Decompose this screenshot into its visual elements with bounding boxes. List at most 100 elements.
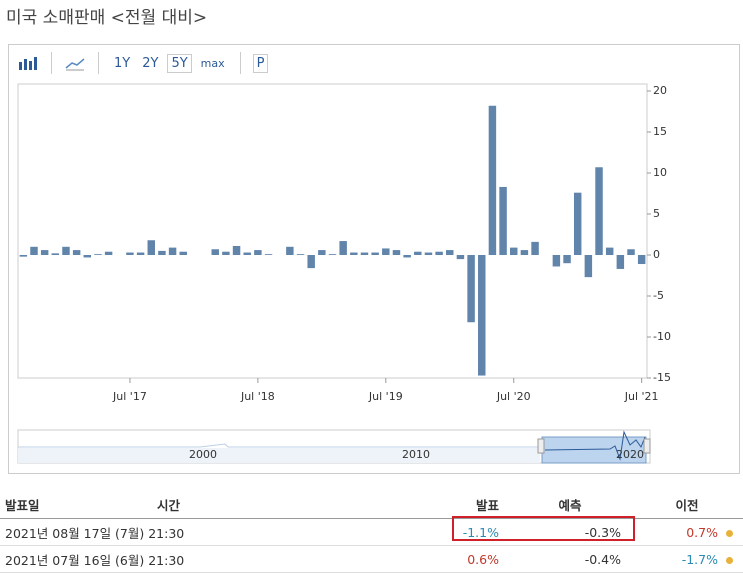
y-tick-label: 20: [653, 84, 667, 97]
time: 21:30: [148, 552, 185, 568]
bar: [584, 255, 593, 278]
table-header: 발표일 시간 발표 예측 이전: [0, 490, 743, 519]
bar: [62, 246, 70, 255]
header-cell: 시간: [156, 490, 298, 519]
separator: [239, 52, 241, 74]
x-tick-label: Jul '20: [496, 390, 531, 403]
bar: [147, 240, 155, 255]
x-tick-label: Jul '17: [112, 390, 147, 403]
navigator-line: [18, 443, 540, 448]
x-tick-label: Jul '18: [240, 390, 275, 403]
dot: [726, 529, 733, 537]
bar: [360, 252, 369, 255]
bar: [286, 246, 294, 255]
bar: [350, 252, 358, 255]
bar: [179, 251, 187, 255]
bar: [30, 246, 38, 255]
bar: [158, 250, 166, 255]
navigator-area: [18, 448, 540, 463]
chart: 2000 2010 2020 20 15 10 5 0 -5 -10 -15 Jul '17 Ju…: [17, 83, 671, 464]
bar: [243, 252, 251, 255]
date-cell: 2021년 08월 17일 (7월) 21:30: [0, 518, 298, 546]
bar: [19, 255, 28, 257]
bar: [531, 241, 539, 255]
x-tick-label: Jul '21: [624, 390, 659, 403]
bar: [307, 255, 315, 269]
bar: [456, 255, 465, 260]
time: 21:30: [148, 525, 185, 541]
range-button[interactable]: 2Y: [142, 55, 159, 71]
navigator-line: [544, 430, 646, 461]
bar: [595, 167, 603, 255]
bar: [563, 255, 571, 264]
y-tick-label: -15: [653, 371, 671, 384]
line-icon[interactable]: [64, 54, 86, 72]
forecast-cell: -0.4%: [509, 545, 631, 573]
p-button[interactable]: P: [252, 53, 269, 73]
previous-cell: 0.7%: [631, 518, 743, 546]
dot: [726, 556, 733, 564]
previous: -1.7%: [681, 551, 718, 567]
y-tick-label: -10: [653, 330, 671, 343]
actual-cell: 0.6%: [298, 545, 509, 573]
range-button[interactable]: 1Y: [114, 55, 131, 71]
previous-cell: -1.7%: [631, 545, 743, 573]
range-button[interactable]: 5Y: [167, 53, 192, 73]
bar: [211, 249, 219, 255]
chart-frame: 1Y 2Y 5Y max P: [8, 44, 740, 474]
date: 2021년 08월 17일 (7월): [5, 525, 145, 541]
bar: [467, 255, 475, 323]
release-table: 발표일 시간 발표 예측 이전 2021년 08월 17일 (7월) 21:30…: [0, 490, 743, 573]
navigator-label: 2010: [402, 448, 430, 461]
bar: [40, 250, 49, 255]
bar: [318, 250, 326, 255]
toolbar: 1Y 2Y 5Y max P: [17, 49, 269, 77]
bar: [446, 250, 454, 255]
bar: [637, 255, 646, 265]
bar: [136, 252, 145, 255]
forecast-cell: -0.3%: [509, 518, 631, 546]
bar: [72, 250, 81, 255]
y-tick-label: 5: [653, 207, 660, 220]
range-button[interactable]: max: [200, 56, 225, 70]
header-cell: 발표일: [0, 490, 156, 519]
bar: [264, 254, 273, 255]
y-tick-label: 10: [653, 166, 667, 179]
header-cell: 발표: [298, 490, 509, 519]
navigator-label: 2000: [189, 448, 217, 461]
table-row: 2021년 08월 17일 (7월) 21:30 -1.1% -0.3% 0.7…: [0, 518, 743, 546]
highlight-box: [452, 516, 635, 541]
date-cell: 2021년 07월 16일 (6월) 21:30: [0, 545, 298, 573]
header-cell: 이전: [631, 490, 743, 519]
x-tick-label: Jul '19: [368, 390, 403, 403]
bar: [424, 252, 433, 255]
bar: [94, 254, 102, 255]
bar: [296, 254, 305, 255]
bar: [552, 255, 561, 267]
navigator-label: 2020: [616, 448, 644, 461]
actual-cell: -1.1%: [298, 518, 509, 546]
bar: [488, 105, 497, 255]
bar: [254, 250, 262, 255]
bar: [627, 249, 635, 255]
bar: [392, 250, 401, 255]
bar: [435, 251, 443, 255]
bar: [51, 253, 60, 255]
bar: [222, 251, 230, 255]
bar: [616, 255, 625, 269]
bar: [126, 252, 134, 255]
bar: [371, 252, 379, 255]
bar: [403, 255, 411, 258]
table-row: 2021년 07월 16일 (6월) 21:30 0.6% -0.4% -1.7…: [0, 545, 743, 573]
navigator-handle[interactable]: [537, 438, 545, 454]
bar: [382, 248, 390, 255]
page-title: 미국 소매판매 <전월 대비>: [6, 8, 208, 28]
y-tick-label: 0: [653, 248, 660, 261]
separator: [51, 52, 52, 74]
navigator-handle[interactable]: [643, 438, 651, 454]
bar: [83, 255, 92, 258]
separator: [98, 52, 99, 74]
bar-icon[interactable]: [17, 54, 39, 72]
bar: [478, 255, 486, 376]
